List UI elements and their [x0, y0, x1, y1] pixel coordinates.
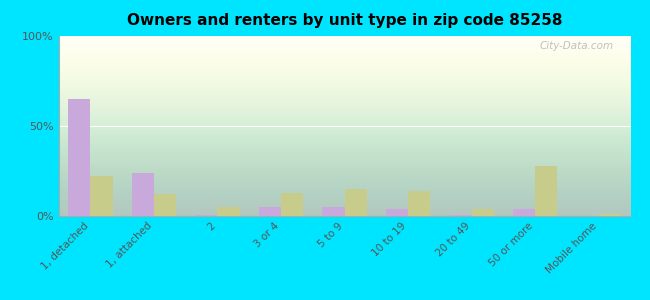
Bar [195, 215, 217, 216]
Bar [449, 215, 472, 216]
Bar [344, 189, 367, 216]
Text: City-Data.com: City-Data.com [540, 41, 614, 51]
Bar [386, 209, 408, 216]
Bar [535, 166, 558, 216]
Bar [154, 194, 176, 216]
Bar [68, 99, 90, 216]
Title: Owners and renters by unit type in zip code 85258: Owners and renters by unit type in zip c… [127, 13, 562, 28]
Bar [259, 207, 281, 216]
Bar [281, 193, 303, 216]
Bar [513, 209, 535, 216]
Bar [599, 214, 621, 216]
Bar [90, 176, 112, 216]
Bar [131, 173, 154, 216]
Bar [472, 209, 494, 216]
Bar [322, 207, 344, 216]
Bar [217, 207, 240, 216]
Bar [408, 191, 430, 216]
